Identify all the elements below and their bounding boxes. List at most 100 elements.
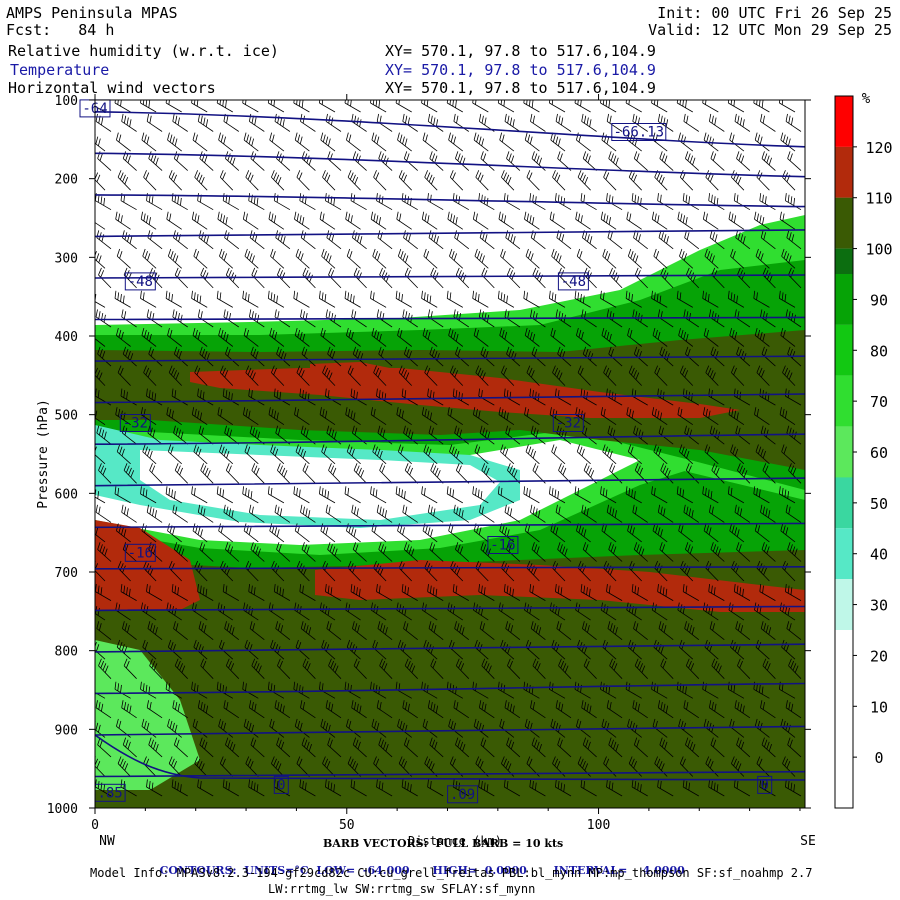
- wind-barb: [676, 100, 693, 113]
- wind-barb-flag: [475, 100, 477, 105]
- wind-barb-flag: [706, 134, 709, 143]
- wind-barb-flag: [531, 100, 534, 108]
- wind-barb: [319, 211, 336, 230]
- wind-barb-flag: [761, 151, 765, 159]
- wind-barb-flag: [605, 172, 610, 180]
- wind-barb-flag: [555, 193, 557, 201]
- wind-barb: [319, 100, 336, 113]
- wind-barb: [296, 170, 310, 191]
- wind-barb-flag: [712, 153, 717, 161]
- wind-barb-flag: [429, 194, 432, 203]
- wind-barb-flag: [576, 132, 579, 141]
- wind-barb-flag: [677, 211, 680, 220]
- wind-barb-flag: [165, 100, 168, 104]
- wind-barb-flag: [582, 174, 586, 183]
- wind-barb-flag: [559, 153, 563, 161]
- wind-barb-flag: [790, 196, 793, 204]
- wind-barb-flag: [452, 215, 456, 223]
- wind-barb-flag: [580, 100, 582, 107]
- wind-barb-flag: [146, 215, 149, 223]
- wind-barb-flag: [118, 134, 122, 143]
- wind-barb: [219, 170, 234, 191]
- wind-barb-flag: [376, 136, 380, 145]
- wind-barb-flag: [737, 176, 742, 185]
- wind-barb-flag: [761, 100, 764, 108]
- wind-barb-flag: [452, 100, 455, 107]
- wind-barb-flag: [381, 196, 384, 204]
- wind-barb: [225, 151, 240, 171]
- wind-barb-flag: [376, 113, 379, 122]
- rh-lower-saturated: [95, 550, 805, 808]
- wind-barb-flag: [127, 155, 131, 163]
- wind-barb-flag: [304, 153, 308, 161]
- wind-barb-flag: [557, 151, 561, 159]
- wind-barb-flag: [327, 151, 331, 159]
- wind-barb-flag: [793, 197, 796, 206]
- wind-barb-flag: [378, 151, 382, 159]
- wind-barb-flag: [759, 136, 763, 145]
- wind-barb-flag: [222, 215, 226, 223]
- wind-barb-flag: [140, 100, 142, 104]
- wind-barb-flag: [431, 153, 436, 161]
- wind-barb-flag: [300, 113, 303, 122]
- wind-barb-flag: [222, 100, 225, 107]
- wind-barb-flag: [225, 100, 227, 108]
- wind-barb: [95, 218, 106, 230]
- wind-barb-shaft: [95, 102, 106, 113]
- wind-barb-flag: [320, 132, 324, 141]
- wind-barb-flag: [297, 134, 301, 143]
- wind-barb-flag: [421, 211, 425, 220]
- wind-barb-flag: [729, 132, 733, 141]
- wind-barb-flag: [254, 117, 257, 126]
- wind-barb-flag: [173, 174, 177, 183]
- wind-barb-flag: [421, 100, 423, 104]
- wind-barb-flag: [319, 211, 322, 220]
- wind-barb-flag: [354, 176, 359, 185]
- wind-barb-flag: [298, 100, 301, 107]
- wind-barb-flag: [168, 100, 171, 105]
- wind-barb-flag: [145, 172, 150, 180]
- wind-barb-flag: [688, 196, 691, 204]
- wind-barb-flag: [787, 151, 791, 159]
- wind-barb-flag: [602, 100, 605, 105]
- wind-barb-flag: [606, 136, 610, 145]
- wind-barb-flag: [120, 100, 122, 107]
- wind-barb-flag: [306, 155, 310, 163]
- wind-barb: [702, 211, 719, 230]
- wind-barb-flag: [114, 100, 117, 104]
- wind-barb-flag: [397, 132, 400, 141]
- wind-barb-flag: [660, 176, 665, 185]
- valid-time: Valid: 12 UTC Mon 29 Sep 25: [648, 21, 892, 39]
- wind-barb-flag: [585, 153, 589, 161]
- wind-barb-flag: [296, 213, 299, 222]
- wind-barb-flag: [481, 138, 485, 147]
- wind-barb-flag: [551, 100, 554, 105]
- wind-barb: [421, 100, 438, 113]
- wind-barb-flag: [117, 100, 120, 105]
- wind-barb-flag: [480, 151, 484, 159]
- wind-barb-flag: [322, 170, 326, 178]
- wind-barb-flag: [629, 213, 632, 222]
- wind-barb-flag: [405, 115, 408, 124]
- wind-barb: [373, 170, 387, 191]
- wind-barb-flag: [711, 194, 713, 203]
- wind-barb: [116, 132, 131, 152]
- wind-barb-flag: [373, 170, 377, 178]
- wind-barb-flag: [651, 100, 653, 104]
- wind-barb-flag: [197, 113, 201, 122]
- wind-barb-flag: [664, 155, 668, 163]
- wind-barb-flag: [177, 196, 179, 204]
- wind-barb-flag: [399, 134, 403, 143]
- wind-barb: [524, 211, 540, 230]
- wind-barb-flag: [608, 151, 612, 159]
- wind-barb: [322, 170, 336, 191]
- wind-barb-flag: [245, 100, 247, 105]
- wind-barb-flag: [683, 113, 686, 122]
- wind-barb-flag: [526, 170, 531, 178]
- wind-barb-flag: [149, 115, 152, 124]
- wind-barb-flag: [327, 138, 331, 147]
- wind-barb-flag: [406, 153, 410, 161]
- wind-barb-flag: [345, 211, 348, 220]
- wind-barb-flag: [174, 138, 178, 147]
- wind-barb-flag: [453, 113, 456, 122]
